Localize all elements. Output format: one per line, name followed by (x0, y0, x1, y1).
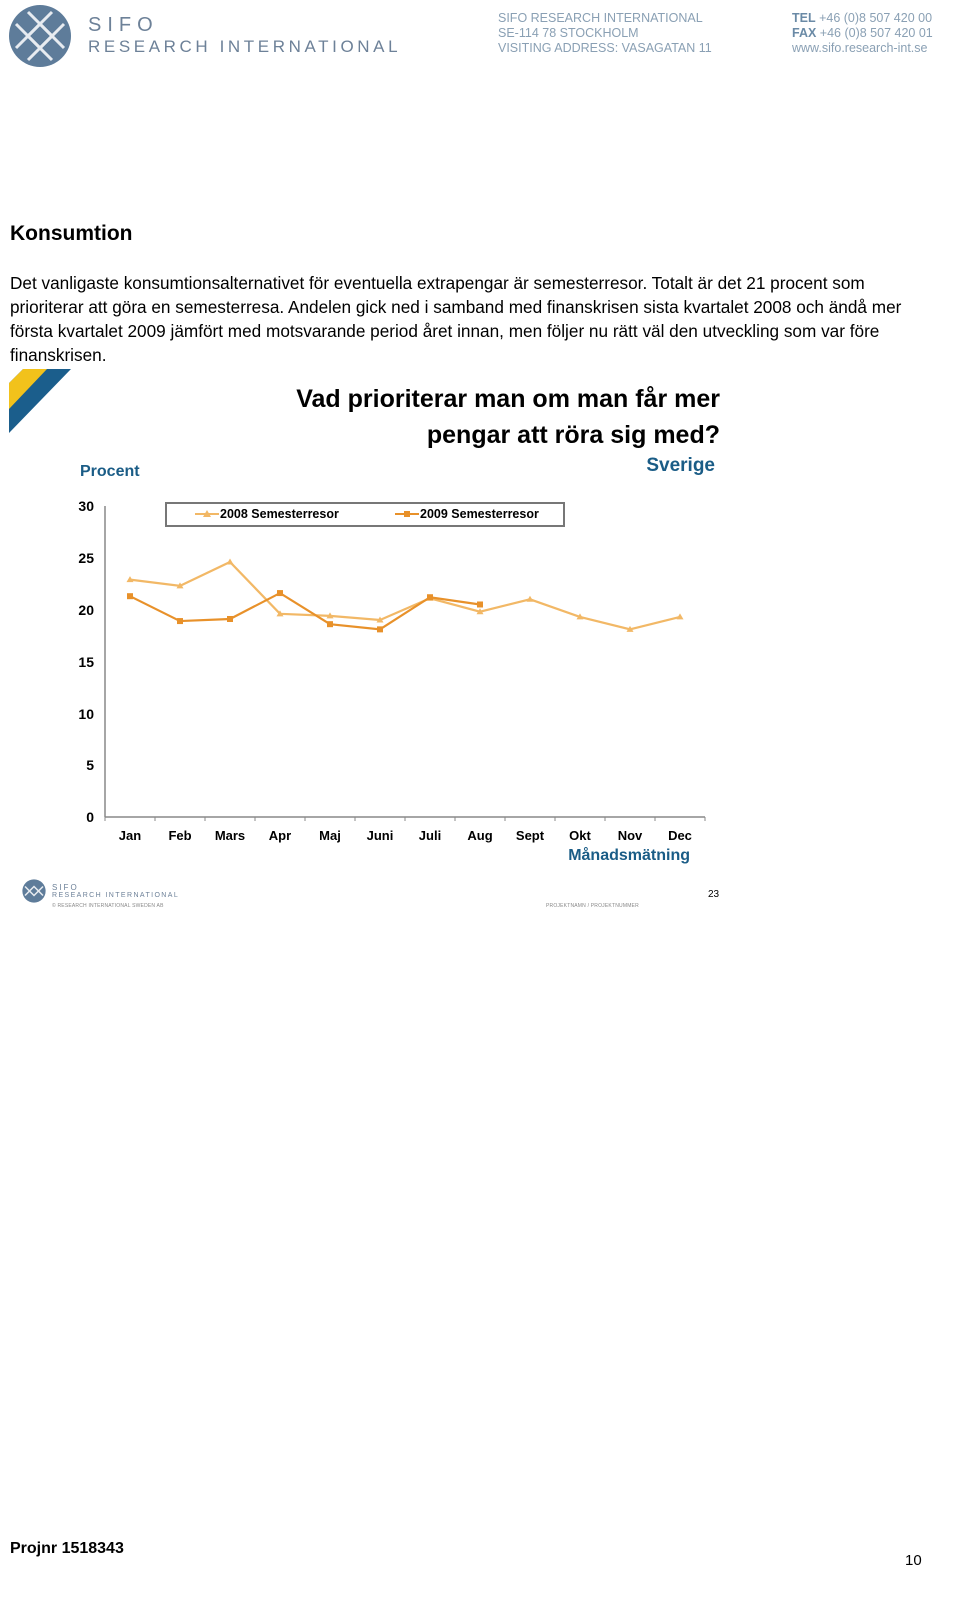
x-tick-label: Jan (118, 828, 142, 843)
data-point (176, 582, 184, 589)
y-tick-label: 0 (86, 809, 94, 825)
y-axis-label: Procent (80, 463, 140, 480)
line-chart (104, 506, 706, 821)
footer-logo-research: RESEARCH INTERNATIONAL (52, 892, 180, 899)
y-tick-label: 10 (78, 706, 94, 722)
header-postal: SE-114 78 STOCKHOLM (498, 26, 639, 40)
data-point (276, 610, 284, 617)
y-tick-label: 25 (78, 550, 94, 566)
footer-logo-sifo: SIFO (52, 883, 79, 892)
x-tick-label: Dec (668, 828, 692, 843)
data-point (476, 608, 484, 615)
x-tick-label: Sept (515, 828, 545, 843)
section-heading: Konsumtion (10, 222, 133, 245)
data-point (227, 615, 233, 622)
series-line-2009 (129, 591, 481, 631)
data-point (377, 626, 383, 633)
data-point (526, 595, 534, 602)
data-point (626, 625, 634, 632)
website-link[interactable]: www.sifo.research-int.se (792, 41, 928, 55)
data-point (576, 613, 584, 620)
legend-marker-2008-icon (195, 510, 219, 517)
x-tick-label: Okt (569, 828, 591, 843)
header-company: SIFO RESEARCH INTERNATIONAL (498, 11, 703, 25)
data-point (477, 601, 483, 608)
project-number: Projnr 1518343 (10, 1540, 124, 1557)
y-tick-label: 15 (78, 654, 94, 670)
corner-stripe-icon (9, 369, 71, 433)
data-point (427, 594, 433, 601)
data-point (177, 618, 183, 625)
fax-label: FAX (792, 26, 817, 40)
legend-marker-2009-icon (395, 511, 419, 517)
x-tick-label: Aug (467, 828, 493, 843)
chart-axes (104, 506, 706, 821)
legend-label-2008: 2008 Semesterresor (220, 507, 339, 521)
series-line-2008 (129, 560, 681, 631)
footer-project-placeholder: PROJEKTNAMN / PROJEKTNUMMER (546, 903, 639, 909)
footer-copyright: © RESEARCH INTERNATIONAL SWEDEN AB (52, 903, 164, 909)
data-point (326, 612, 334, 619)
logo-text-research: RESEARCH INTERNATIONAL (88, 37, 402, 56)
data-point (277, 590, 283, 597)
x-tick-label: Mars (214, 828, 246, 843)
x-tick-label: Apr (268, 828, 292, 843)
slide-number: 23 (708, 889, 720, 900)
data-point (226, 558, 234, 565)
x-tick-label: Juni (366, 828, 394, 843)
data-point (376, 616, 384, 623)
x-tick-label: Nov (617, 828, 643, 843)
page-number: 10 (905, 1552, 922, 1569)
section-paragraph: Det vanligaste konsumtionsalternativet f… (10, 273, 902, 365)
chart-title-line1: Vad prioriterar man om man får mer (296, 385, 720, 413)
x-axis-label: Månadsmätning (568, 847, 690, 864)
x-tick-label: Juli (418, 828, 442, 843)
chart-legend (165, 502, 565, 527)
data-point (126, 576, 134, 583)
logo-text-sifo: SIFO (88, 14, 159, 36)
y-tick-label: 5 (86, 757, 94, 773)
chart-title-line2: pengar att röra sig med? (426, 421, 720, 449)
y-tick-label: 30 (78, 498, 94, 514)
y-tick-label: 20 (78, 602, 94, 618)
tel-label: TEL (792, 11, 816, 25)
data-point (127, 593, 133, 600)
header-visiting: VISITING ADDRESS: VASAGATAN 11 (498, 41, 712, 55)
footer-logo-icon (22, 879, 46, 903)
data-point (676, 613, 684, 620)
data-point (327, 621, 333, 628)
header-contact: TEL +46 (0)8 507 420 00 FAX +46 (0)8 507… (792, 11, 933, 56)
tel-number: +46 (0)8 507 420 00 (819, 11, 933, 25)
x-tick-label: Feb (168, 828, 192, 843)
chart-series (126, 558, 684, 633)
sifo-logo-icon (9, 5, 71, 67)
chart-region: Sverige (646, 455, 715, 476)
fax-number: +46 (0)8 507 420 01 (819, 26, 933, 40)
x-tick-label: Maj (319, 828, 341, 843)
legend-label-2009: 2009 Semesterresor (420, 507, 539, 521)
header-address: SIFO RESEARCH INTERNATIONAL SE-114 78 ST… (498, 11, 712, 56)
